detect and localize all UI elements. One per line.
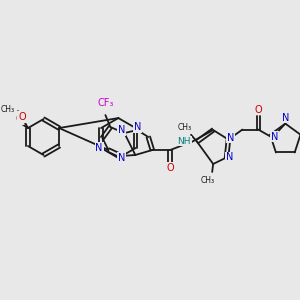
Text: N: N (271, 132, 278, 142)
Text: CH₃: CH₃ (1, 105, 15, 114)
Text: NH: NH (178, 136, 191, 146)
Text: O: O (18, 112, 26, 122)
Text: N: N (227, 133, 234, 142)
Text: N: N (95, 143, 103, 153)
Text: CH₃: CH₃ (200, 176, 214, 185)
Text: N: N (118, 125, 125, 135)
Text: N: N (134, 121, 141, 131)
Text: —: — (8, 110, 14, 116)
Text: CH₃: CH₃ (178, 123, 192, 132)
Text: N: N (134, 122, 141, 132)
Text: N: N (282, 112, 289, 123)
Text: O: O (15, 114, 23, 124)
Text: O: O (167, 163, 174, 173)
Text: O: O (255, 105, 262, 115)
Text: CF₃: CF₃ (97, 98, 114, 108)
Text: N: N (118, 153, 125, 163)
Text: N: N (226, 152, 233, 163)
